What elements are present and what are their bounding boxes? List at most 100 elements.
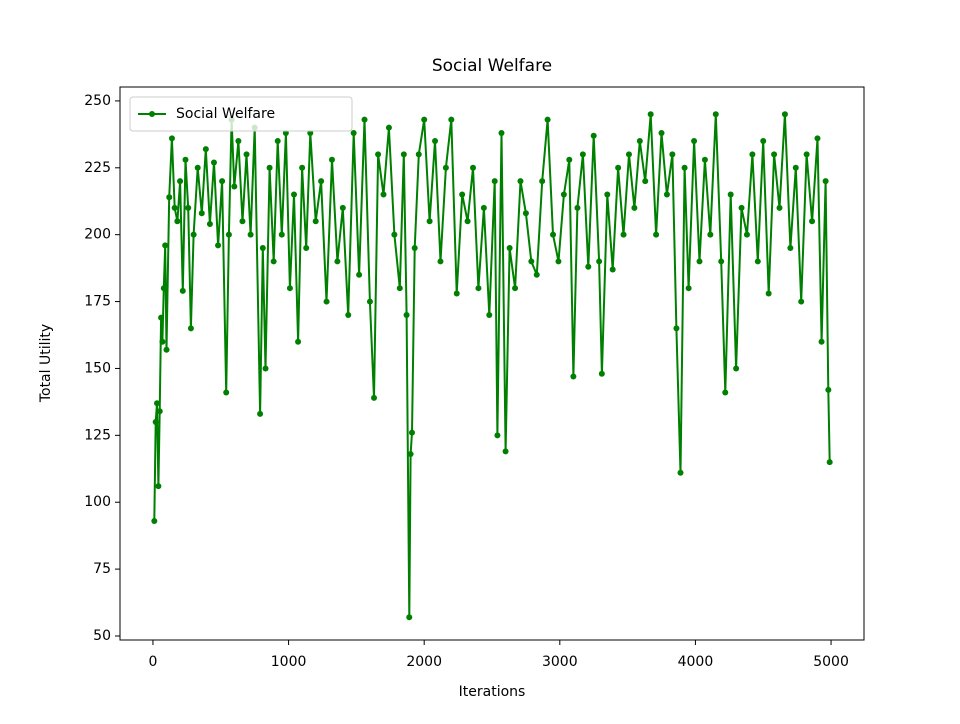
data-point xyxy=(803,151,810,158)
data-point xyxy=(185,204,192,211)
y-tick-label: 75 xyxy=(93,561,111,577)
y-axis-label: Total Utility xyxy=(38,324,54,403)
data-point xyxy=(512,285,519,292)
data-point xyxy=(155,483,162,490)
legend-marker xyxy=(149,111,155,117)
data-point xyxy=(158,314,165,321)
y-tick-label: 100 xyxy=(84,494,111,510)
data-point xyxy=(421,116,428,123)
data-point xyxy=(718,258,725,265)
data-point xyxy=(459,191,466,198)
data-point xyxy=(809,218,816,225)
y-tick-label: 50 xyxy=(93,628,111,644)
data-point xyxy=(590,132,597,139)
data-point xyxy=(685,285,692,292)
data-point xyxy=(215,242,222,249)
data-point xyxy=(677,469,684,476)
data-point xyxy=(696,258,703,265)
x-tick-label: 0 xyxy=(148,654,157,670)
data-point xyxy=(366,298,373,305)
data-point xyxy=(295,338,302,345)
data-point xyxy=(669,151,676,158)
data-point xyxy=(522,210,529,217)
data-point xyxy=(550,231,557,238)
data-point xyxy=(658,130,665,137)
data-point xyxy=(151,517,158,524)
data-point xyxy=(380,191,387,198)
data-point xyxy=(701,156,708,163)
x-tick-label: 3000 xyxy=(542,654,578,670)
data-point xyxy=(480,204,487,211)
data-point xyxy=(615,164,622,171)
data-point xyxy=(491,178,498,185)
data-point xyxy=(754,258,761,265)
chart-title: Social Welfare xyxy=(432,56,552,76)
data-point xyxy=(290,191,297,198)
data-point xyxy=(299,164,306,171)
y-tick-label: 125 xyxy=(84,427,111,443)
data-point xyxy=(239,218,246,225)
data-point xyxy=(792,164,799,171)
data-point xyxy=(162,242,169,249)
legend-box xyxy=(129,96,353,132)
data-point xyxy=(596,258,603,265)
data-point xyxy=(210,159,217,166)
data-point xyxy=(152,418,159,425)
data-point xyxy=(470,164,477,171)
data-point xyxy=(391,231,398,238)
data-point xyxy=(350,130,357,137)
data-point xyxy=(464,218,471,225)
data-point xyxy=(631,204,638,211)
data-point xyxy=(159,338,166,345)
data-point xyxy=(825,386,832,393)
data-point xyxy=(156,408,163,415)
data-point xyxy=(356,271,363,278)
data-point xyxy=(282,130,289,137)
data-point xyxy=(274,138,281,145)
data-point xyxy=(642,178,649,185)
data-point xyxy=(437,258,444,265)
data-point xyxy=(407,451,414,458)
data-point xyxy=(415,151,422,158)
data-point xyxy=(453,290,460,297)
data-point xyxy=(776,204,783,211)
data-point xyxy=(604,191,611,198)
data-point xyxy=(345,311,352,318)
data-point xyxy=(318,178,325,185)
y-tick-label: 150 xyxy=(84,360,111,376)
data-point xyxy=(579,151,586,158)
data-point xyxy=(385,124,392,131)
data-point xyxy=(166,194,173,201)
data-point xyxy=(375,151,382,158)
data-point xyxy=(312,218,319,225)
data-point xyxy=(219,178,226,185)
data-point xyxy=(743,231,750,238)
data-point xyxy=(426,218,433,225)
data-point xyxy=(712,111,719,118)
data-point xyxy=(663,191,670,198)
data-point xyxy=(502,448,509,455)
data-point xyxy=(303,245,310,252)
data-point xyxy=(174,218,181,225)
data-point xyxy=(411,245,418,252)
data-point xyxy=(177,178,184,185)
data-point xyxy=(307,130,314,137)
data-point xyxy=(286,285,293,292)
data-point xyxy=(760,138,767,145)
data-point xyxy=(787,245,794,252)
data-point xyxy=(270,258,277,265)
data-point xyxy=(328,156,335,163)
x-tick-label: 2000 xyxy=(406,654,442,670)
data-point xyxy=(406,614,413,621)
data-point xyxy=(625,151,632,158)
x-tick-label: 4000 xyxy=(678,654,714,670)
data-point xyxy=(334,258,341,265)
y-tick-label: 250 xyxy=(84,93,111,109)
data-point xyxy=(566,156,573,163)
data-point xyxy=(171,204,178,211)
data-point xyxy=(400,151,407,158)
data-point xyxy=(781,111,788,118)
data-line xyxy=(153,114,831,618)
data-point xyxy=(585,263,592,270)
